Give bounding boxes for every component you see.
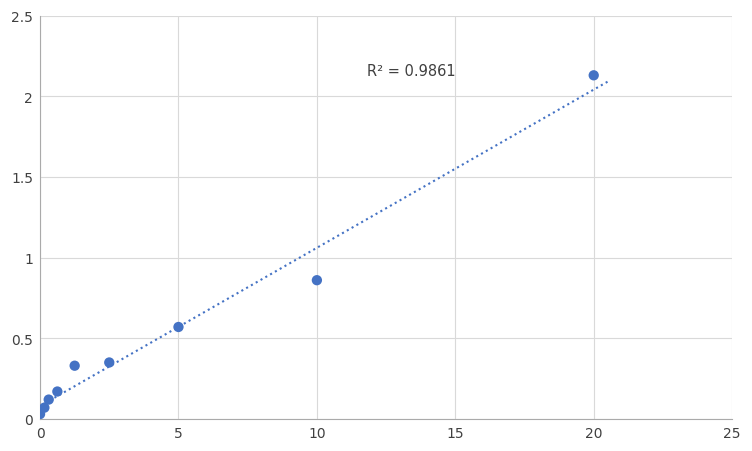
Point	[34, 410, 46, 418]
Point	[51, 388, 63, 395]
Text: R² = 0.9861: R² = 0.9861	[367, 64, 456, 79]
Point	[43, 396, 55, 403]
Point	[103, 359, 115, 366]
Point	[588, 73, 600, 80]
Point	[311, 277, 323, 284]
Point	[38, 404, 50, 411]
Point	[172, 324, 184, 331]
Point	[68, 362, 80, 369]
